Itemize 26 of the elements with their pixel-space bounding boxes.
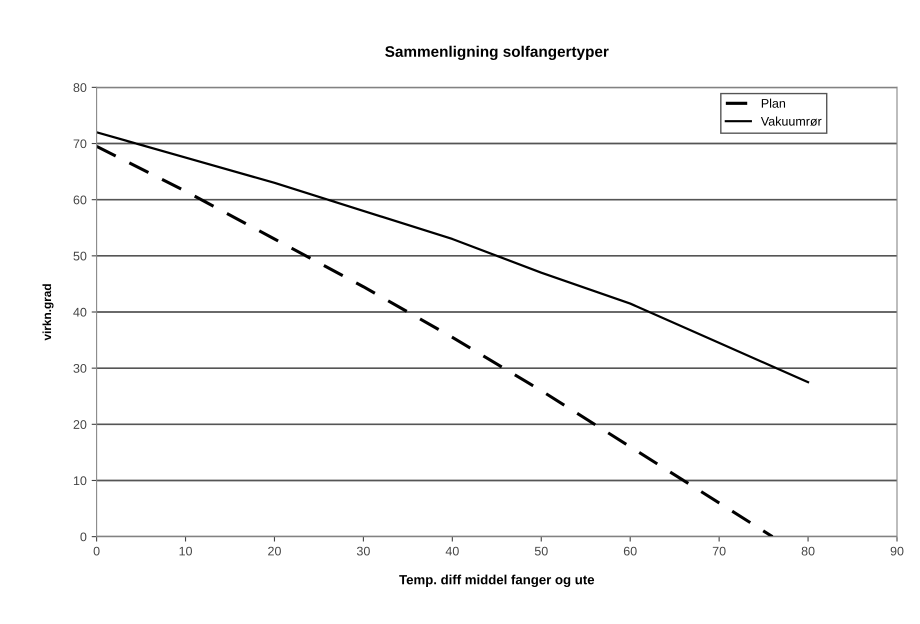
y-tick-label: 20 xyxy=(74,420,86,429)
x-tick-label: 70 xyxy=(712,546,726,556)
x-tick-label: 60 xyxy=(624,546,637,556)
y-tick-label: 70 xyxy=(74,139,86,148)
x-tick-label: 50 xyxy=(534,546,548,556)
legend-label: Plan xyxy=(762,98,786,108)
x-axis-title: Temp. diff middel fanger og ute xyxy=(399,574,594,588)
y-tick-label: 80 xyxy=(74,83,86,92)
chart-title: Sammenligning solfangertyper xyxy=(385,46,609,60)
x-tick-label: 40 xyxy=(446,546,459,556)
x-tick-label: 30 xyxy=(356,546,370,556)
legend-label: Vakuumrør xyxy=(760,116,822,126)
y-tick-label: 40 xyxy=(73,308,86,317)
y-axis-title: virkn.grad xyxy=(42,284,54,340)
x-tick-label: 0 xyxy=(94,546,100,556)
line-series xyxy=(96,144,774,537)
y-tick-label: 10 xyxy=(74,476,86,486)
x-tick-label: 80 xyxy=(802,546,815,556)
y-tick-label: 0 xyxy=(80,532,86,542)
y-tick-label: 60 xyxy=(74,195,86,204)
x-tick-label: 10 xyxy=(180,546,192,556)
x-tick-label: 20 xyxy=(268,546,281,556)
line-series xyxy=(96,131,810,384)
x-tick-label: 90 xyxy=(890,546,904,556)
y-tick-label: 30 xyxy=(73,364,86,373)
y-tick-label: 50 xyxy=(73,252,86,260)
